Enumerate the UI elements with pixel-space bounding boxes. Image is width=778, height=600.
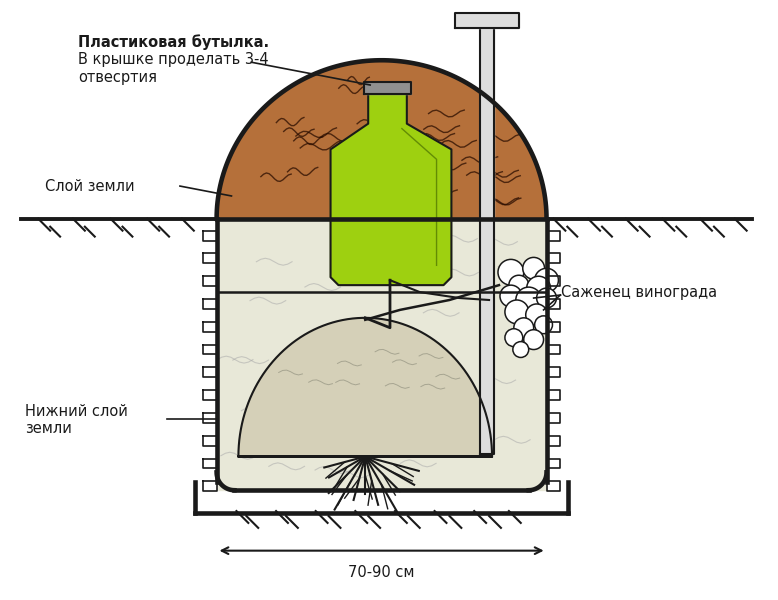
Polygon shape: [203, 276, 216, 286]
Circle shape: [509, 275, 529, 295]
Polygon shape: [203, 413, 216, 423]
Polygon shape: [546, 390, 560, 400]
Circle shape: [500, 285, 522, 307]
Polygon shape: [364, 82, 411, 94]
Polygon shape: [546, 299, 560, 309]
Text: 70-90 см: 70-90 см: [349, 565, 415, 580]
Polygon shape: [203, 322, 216, 332]
Circle shape: [534, 268, 559, 292]
Polygon shape: [203, 481, 216, 491]
Polygon shape: [546, 481, 560, 491]
Polygon shape: [203, 367, 216, 377]
Polygon shape: [203, 390, 216, 400]
Polygon shape: [216, 60, 546, 219]
Polygon shape: [203, 458, 216, 469]
Polygon shape: [203, 436, 216, 446]
Polygon shape: [546, 322, 560, 332]
Text: Саженец винограда: Саженец винограда: [562, 285, 717, 300]
Polygon shape: [203, 299, 216, 309]
Text: Нижний слой
земли: Нижний слой земли: [26, 404, 128, 436]
Circle shape: [513, 318, 534, 338]
Circle shape: [534, 316, 552, 334]
Text: Пластиковая бутылка.: Пластиковая бутылка.: [78, 34, 269, 50]
Text: Слой земли: Слой земли: [45, 179, 135, 194]
Circle shape: [505, 329, 523, 347]
Polygon shape: [238, 318, 492, 457]
Polygon shape: [546, 230, 560, 241]
Polygon shape: [203, 253, 216, 263]
Polygon shape: [216, 219, 546, 490]
Polygon shape: [546, 413, 560, 423]
Polygon shape: [331, 90, 451, 285]
Polygon shape: [546, 253, 560, 263]
Polygon shape: [546, 367, 560, 377]
Circle shape: [498, 259, 524, 285]
Polygon shape: [546, 344, 560, 355]
Circle shape: [505, 300, 529, 324]
Polygon shape: [546, 458, 560, 469]
Polygon shape: [455, 13, 519, 28]
Circle shape: [523, 257, 545, 279]
Circle shape: [527, 276, 551, 300]
Circle shape: [513, 341, 529, 358]
Text: В крышке проделать 3-4
отвесртия: В крышке проделать 3-4 отвесртия: [78, 52, 268, 85]
Circle shape: [516, 287, 541, 313]
Polygon shape: [546, 436, 560, 446]
Polygon shape: [203, 230, 216, 241]
Circle shape: [524, 330, 544, 350]
Polygon shape: [203, 344, 216, 355]
Polygon shape: [480, 14, 494, 454]
Circle shape: [537, 288, 556, 308]
Circle shape: [526, 304, 548, 326]
Polygon shape: [546, 276, 560, 286]
